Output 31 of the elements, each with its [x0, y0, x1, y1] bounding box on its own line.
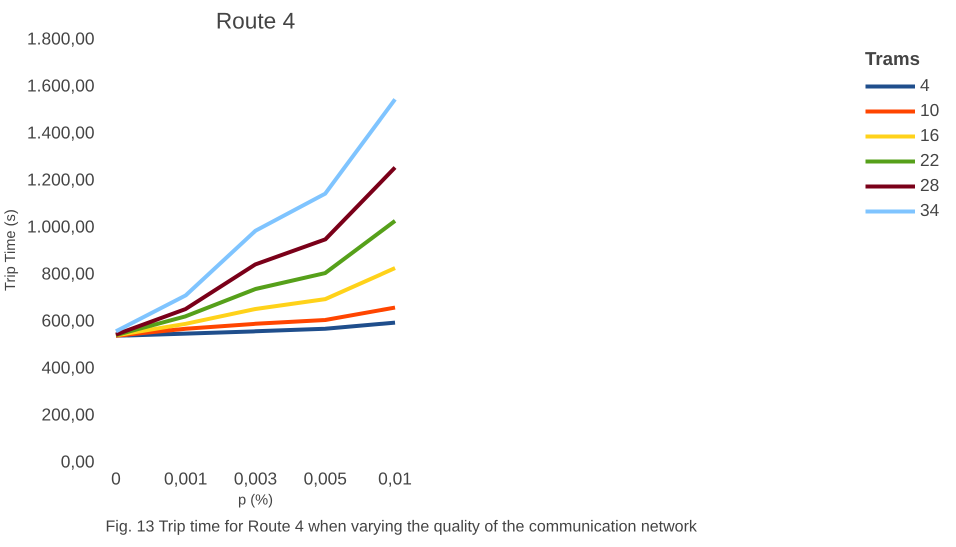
y-tick-label: 1.200,00 — [27, 170, 94, 190]
y-tick-label: 200,00 — [42, 404, 94, 424]
y-tick-label: 400,00 — [42, 358, 94, 378]
y-tick-label: 1.600,00 — [27, 76, 94, 96]
legend-label: 28 — [920, 175, 940, 196]
y-tick-label: 1.400,00 — [27, 122, 94, 142]
line-series — [114, 97, 398, 334]
x-tick-label: 0,01 — [378, 468, 412, 488]
y-tick-label: 800,00 — [42, 264, 94, 284]
line-series — [114, 218, 398, 338]
y-tick-label: 1.000,00 — [27, 216, 94, 236]
legend-title: Trams — [865, 48, 921, 70]
y-axis-title: Trip Time (s) — [3, 209, 20, 291]
line-series — [114, 266, 398, 338]
line-series — [114, 166, 398, 337]
x-tick-label: 0,003 — [234, 468, 278, 488]
y-tick-label: 1.800,00 — [27, 28, 94, 48]
legend-label: 22 — [920, 150, 940, 171]
x-tick-label: 0,001 — [164, 468, 208, 488]
legend-label: 34 — [920, 200, 940, 221]
x-axis-title: p (%) — [238, 492, 274, 508]
line-series — [114, 306, 398, 338]
x-tick-label: 0,005 — [304, 468, 347, 488]
x-tick-label: 0 — [111, 468, 121, 488]
chart-title: Route 4 — [216, 8, 296, 34]
y-tick-label: 600,00 — [42, 310, 94, 330]
legend-label: 16 — [920, 125, 940, 146]
legend-label: 4 — [920, 75, 931, 96]
caption: Fig. 13 Trip time for Route 4 when varying the quality of the communication network — [106, 518, 698, 536]
y-tick-label: 0,00 — [60, 452, 95, 472]
legend-label: 10 — [920, 100, 940, 121]
